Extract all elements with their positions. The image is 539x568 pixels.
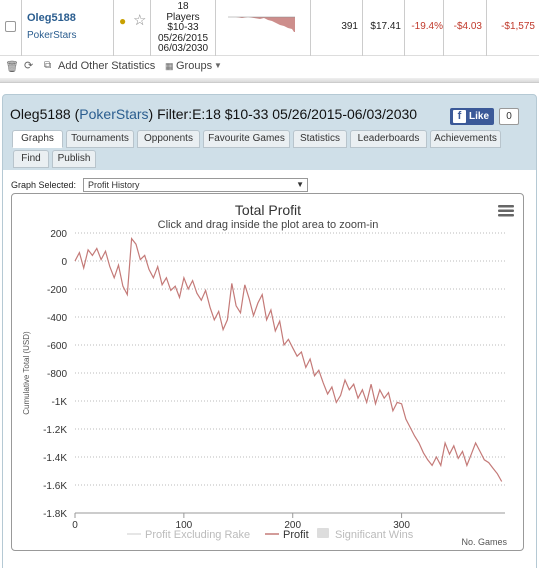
y-tick-label: 0 <box>61 257 67 268</box>
tab-tournaments[interactable]: Tournaments <box>66 130 134 148</box>
chart-container <box>11 193 524 551</box>
y-tick-label: -1.8K <box>43 509 67 520</box>
tab-publish[interactable]: Publish <box>52 150 96 168</box>
panel-site-link[interactable]: PokerStars <box>79 106 149 122</box>
game-line: 06/03/2030 <box>157 43 209 54</box>
medal-icon: ● <box>119 14 127 28</box>
x-axis-label: No. Games <box>461 537 507 547</box>
trash-icon[interactable]: 🗑 <box>5 61 19 73</box>
tab-graphs[interactable]: Graphs <box>12 130 63 148</box>
badges-cell <box>114 0 151 56</box>
menu-icon[interactable] <box>498 204 514 217</box>
roi-cell <box>405 0 444 56</box>
add-stats-icon: ⧉ <box>44 60 52 71</box>
game-info: 18 Players $10-33 05/26/2015 06/03/2030 <box>152 1 214 55</box>
sparkline-cell <box>216 0 311 56</box>
c1-value: -$4.03 <box>453 21 482 32</box>
x-tick-label: 300 <box>393 520 410 531</box>
game-line: $10-33 <box>167 22 199 33</box>
chart-subtitle: Click and drag inside the plot area to z… <box>158 219 379 231</box>
x-tick-label: 100 <box>176 520 193 531</box>
y-tick-label: -800 <box>47 369 67 380</box>
tab-favourite-games[interactable]: Favourite Games <box>203 130 290 148</box>
legend-profit: Profit <box>283 529 309 541</box>
like-label: Like <box>469 111 490 122</box>
y-tick-label: -1K <box>51 397 67 408</box>
groups-menu[interactable]: Groups <box>176 60 213 72</box>
profit-sparkline[interactable] <box>228 15 298 35</box>
x-tick-label: 200 <box>284 520 301 531</box>
avg-cell <box>363 0 405 56</box>
graph-selected-label: Graph Selected: <box>11 180 77 190</box>
player-site-link[interactable]: PokerStars <box>27 30 77 41</box>
graph-select[interactable]: Profit History ▼ <box>83 178 308 192</box>
chart-title: Total Profit <box>235 202 301 218</box>
y-tick-label: -1.2K <box>43 425 67 436</box>
toolbar: 🗑 ⟳ ⧉ Add Other Statistics ▦ Groups ▼ <box>0 58 539 76</box>
legend-significant-wins: Significant Wins <box>335 529 414 541</box>
graph-select-value: Profit History <box>88 180 140 190</box>
game-line: 05/26/2015 <box>157 32 209 44</box>
player-cell <box>22 0 114 56</box>
c2-value: -$1,575 <box>501 21 535 32</box>
hands-cell <box>311 0 363 56</box>
c1-cell <box>444 0 487 56</box>
y-tick-label: 200 <box>50 229 67 240</box>
tab-opponents[interactable]: Opponents <box>137 130 200 148</box>
add-stats-link[interactable]: Add Other Statistics <box>58 60 156 72</box>
y-tick-label: -200 <box>47 285 67 296</box>
game-cell <box>151 0 216 56</box>
facebook-like-button[interactable]: f Like <box>450 108 494 125</box>
panel-title: Oleg5188 (PokerStars) Filter:E:18 $10-33… <box>10 106 417 122</box>
panel-player-name: Oleg5188 <box>10 106 71 122</box>
y-tick-label: -1.4K <box>43 453 67 464</box>
separator <box>0 78 539 83</box>
player-row: Oleg5188 PokerStars ● ☆ 18 Players $10-3… <box>0 0 539 56</box>
x-tick-label: 0 <box>72 520 78 531</box>
tab-achievements[interactable]: Achievements <box>430 130 501 148</box>
facebook-icon: f <box>453 110 466 123</box>
y-tick-label: -600 <box>47 341 67 352</box>
y-tick-label: -400 <box>47 313 67 324</box>
groups-icon: ▦ <box>165 61 174 71</box>
y-tick-label: -1.6K <box>43 481 67 492</box>
chevron-down-icon[interactable]: ▼ <box>214 61 222 70</box>
tab-find[interactable]: Find <box>13 150 49 168</box>
avg-value: $17.41 <box>370 21 401 32</box>
tab-statistics[interactable]: Statistics <box>293 130 347 148</box>
dropdown-arrow-icon: ▼ <box>296 180 304 189</box>
series-line-profit[interactable] <box>74 237 503 482</box>
row-checkbox-cell <box>0 0 22 56</box>
star-icon[interactable]: ☆ <box>133 12 147 29</box>
panel-filter: ) Filter:E:18 $10-33 05/26/2015-06/03/20… <box>148 106 418 122</box>
game-line: Players <box>166 11 200 23</box>
player-name-link[interactable]: Oleg5188 <box>27 12 76 24</box>
hands-value: 391 <box>341 21 358 32</box>
panel-open-paren: ( <box>70 106 80 122</box>
legend-significant-wins-symbol <box>317 528 329 538</box>
like-count: 0 <box>499 108 519 125</box>
game-line: 18 <box>177 1 189 12</box>
roi-value: -19.4% <box>411 21 443 32</box>
tab-leaderboards[interactable]: Leaderboards <box>350 130 427 148</box>
legend-profit-excluding-rake: Profit Excluding Rake <box>145 529 250 541</box>
row-checkbox[interactable] <box>5 21 16 32</box>
y-axis-label: Cumulative Total (USD) <box>22 331 31 415</box>
refresh-icon[interactable]: ⟳ <box>24 60 34 72</box>
